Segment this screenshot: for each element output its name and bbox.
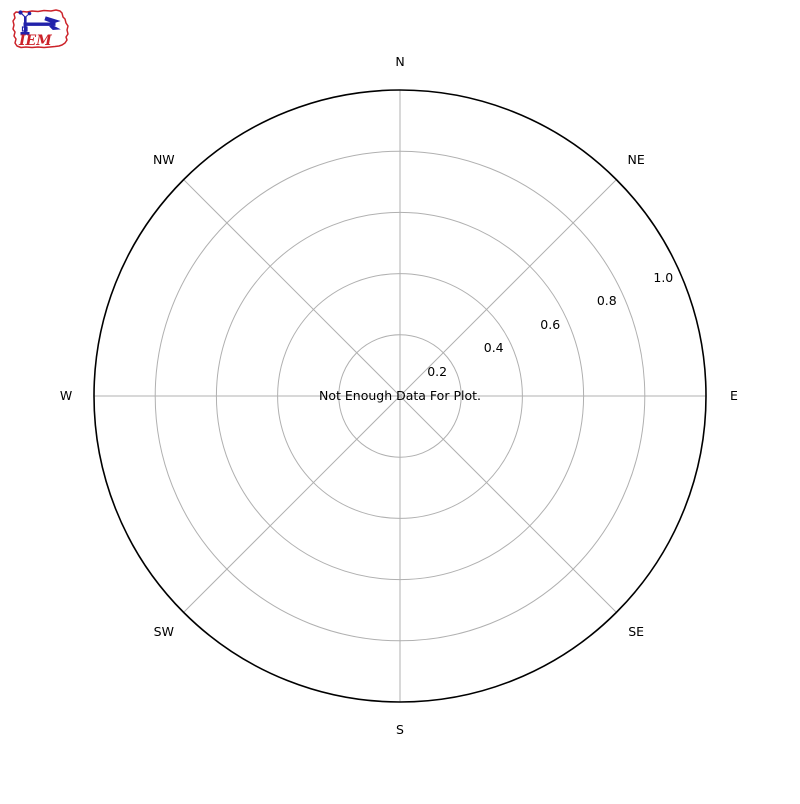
spoke-SE — [399, 395, 617, 613]
direction-label-nw: NW — [152, 151, 175, 167]
radial-tick-label-0-6: 0.6 — [540, 316, 561, 332]
spoke-NW — [183, 179, 401, 397]
iowa-state-outline — [12, 9, 69, 49]
no-data-message: Not Enough Data For Plot. — [319, 387, 481, 403]
radial-tick-label-1-0: 1.0 — [653, 269, 674, 285]
direction-label-se: SE — [628, 623, 645, 639]
anemometer-icon — [18, 10, 61, 35]
radial-tick-label-0-2: 0.2 — [427, 363, 448, 379]
spoke-NE — [399, 179, 617, 397]
iem-logo-text: IEM — [18, 33, 52, 49]
direction-label-w: W — [59, 387, 73, 403]
direction-label-s: S — [396, 721, 404, 737]
iem-logo-graphic: IEM — [12, 9, 69, 49]
direction-label-n: N — [395, 53, 405, 69]
radial-tick-label-0-4: 0.4 — [483, 339, 504, 355]
spoke-SW — [183, 395, 401, 613]
radial-tick-label-0-8: 0.8 — [596, 293, 617, 309]
angular-grid-spokes — [94, 90, 706, 702]
iem-logo[interactable]: IEM — [10, 5, 72, 53]
outer-boundary-circle — [93, 89, 707, 703]
direction-label-e: E — [730, 387, 738, 403]
direction-label-sw: SW — [153, 623, 174, 639]
direction-label-ne: NE — [627, 151, 645, 167]
